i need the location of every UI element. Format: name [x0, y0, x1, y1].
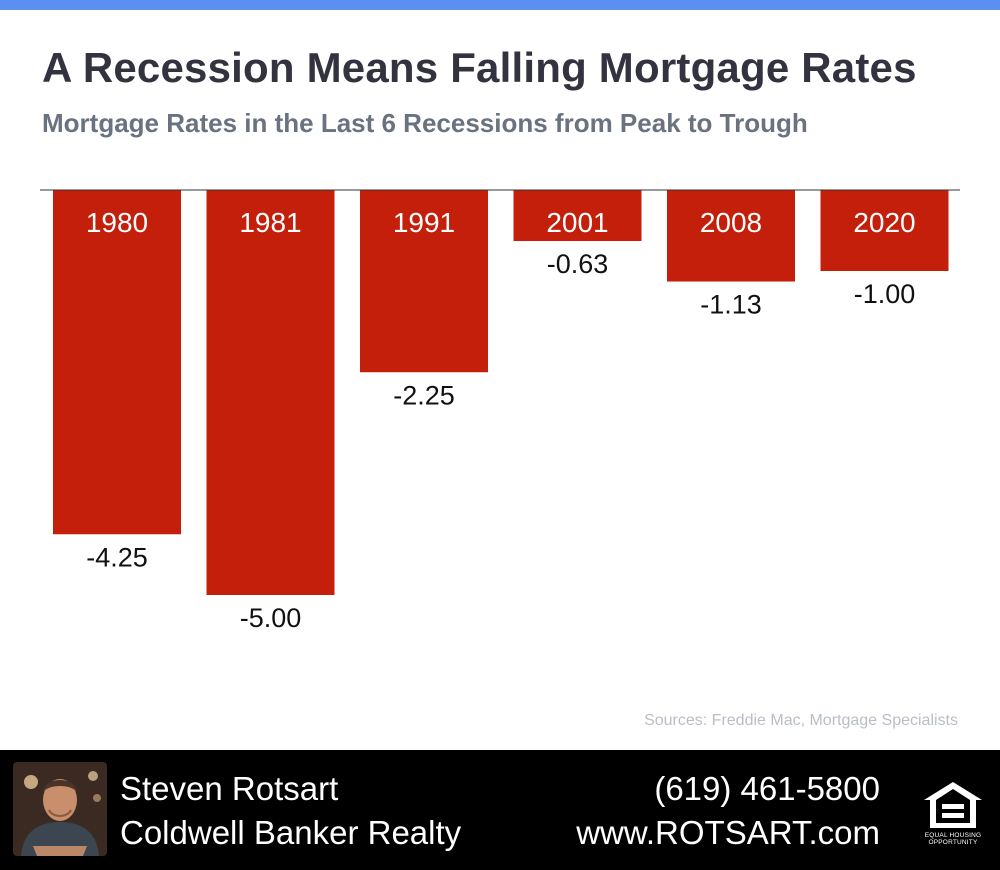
- equal-housing-opportunity-icon: EQUAL HOUSING OPPORTUNITY: [920, 780, 986, 850]
- agent-phone[interactable]: (619) 461-5800: [654, 770, 880, 807]
- category-label-2008: 2008: [700, 207, 762, 238]
- page-title: A Recession Means Falling Mortgage Rates: [42, 44, 917, 91]
- agent-photo-icon: [13, 762, 107, 856]
- agent-name: Steven Rotsart: [120, 770, 339, 807]
- avatar: [13, 762, 107, 856]
- bar-1991: [360, 190, 488, 373]
- bar-1980: [53, 190, 181, 535]
- logo-label: EQUAL HOUSING OPPORTUNITY: [924, 832, 982, 846]
- agent-website[interactable]: www.ROTSART.com: [576, 814, 880, 851]
- value-label-2008: -1.13: [700, 290, 762, 320]
- value-label-1980: -4.25: [86, 542, 148, 572]
- bar-2020: [820, 190, 949, 271]
- chart-svg: 1980 -4.25 1981 -5.00 1991 -2.25 2001 -0.63 2008…: [40, 189, 960, 633]
- bar-chart: 1980 -4.25 1981 -5.00 1991 -2.25 2001 -0.63 2008…: [40, 189, 960, 633]
- bar-2001: [513, 190, 642, 242]
- bar-2008: [667, 190, 795, 282]
- house-logo-icon: [924, 782, 982, 828]
- category-label-1981: 1981: [239, 207, 301, 238]
- category-label-2020: 2020: [853, 207, 915, 238]
- category-label-2001: 2001: [546, 207, 608, 238]
- value-label-1991: -2.25: [393, 380, 455, 410]
- value-label-2001: -0.63: [547, 249, 609, 279]
- sources-note: Sources: Freddie Mac, Mortgage Specialis…: [644, 712, 958, 729]
- category-label-1980: 1980: [86, 207, 148, 238]
- category-label-1991: 1991: [393, 207, 455, 238]
- value-label-2020: -1.00: [854, 279, 916, 309]
- agent-company: Coldwell Banker Realty: [120, 814, 462, 851]
- footer: Steven Rotsart Coldwell Banker Realty (6…: [0, 750, 1000, 870]
- bar-1981: [206, 190, 335, 595]
- page-subtitle: Mortgage Rates in the Last 6 Recessions …: [42, 108, 808, 138]
- top-accent-bar: [0, 0, 1000, 10]
- value-label-1981: -5.00: [240, 603, 302, 633]
